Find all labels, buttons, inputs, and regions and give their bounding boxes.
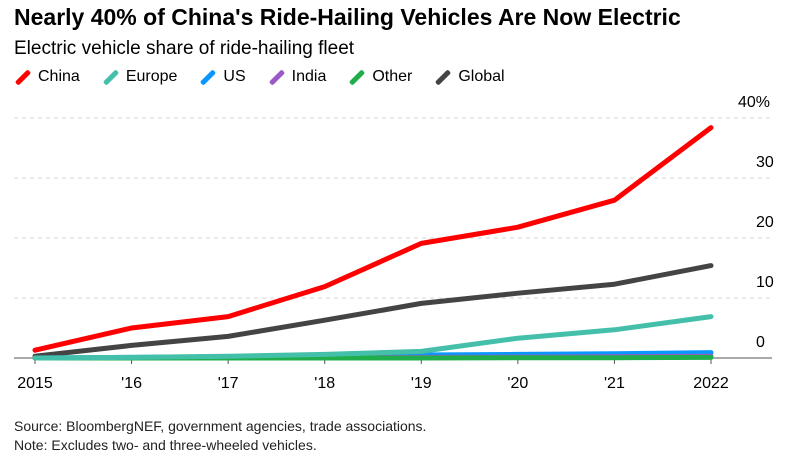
x-tick-label: '19	[411, 375, 432, 392]
legend-item-china: China	[14, 68, 80, 86]
legend-label: Global	[458, 68, 505, 85]
legend-label: China	[38, 68, 80, 85]
legend-item-other: Other	[348, 68, 412, 86]
y-tick-label: 40%	[738, 94, 770, 111]
x-tick-label: 2015	[17, 375, 53, 392]
legend-label: India	[291, 68, 327, 85]
series-line-china	[32, 125, 714, 353]
y-tick-label: 0	[756, 334, 765, 351]
legend-item-europe: Europe	[102, 68, 178, 86]
legend-item-us: US	[199, 68, 246, 86]
y-tick-label: 30	[756, 154, 774, 171]
footnote: Note: Excludes two- and three-wheeled ve…	[14, 437, 317, 453]
series-line-europe	[32, 314, 714, 361]
legend: China Europe US India Other Global	[14, 68, 505, 86]
series-line-global	[32, 263, 714, 359]
source-note: Source: BloombergNEF, government agencie…	[14, 418, 427, 434]
x-tick-label: '17	[218, 375, 239, 392]
legend-label: Europe	[125, 68, 178, 85]
legend-label: US	[223, 68, 246, 85]
x-tick-label: '18	[314, 375, 335, 392]
legend-item-india: India	[268, 68, 327, 86]
legend-label: Other	[372, 68, 413, 85]
y-tick-label: 20	[756, 214, 774, 231]
x-tick-label: '20	[507, 375, 528, 392]
chart-title: Nearly 40% of China's Ride-Hailing Vehic…	[14, 4, 681, 30]
chart-subtitle: Electric vehicle share of ride-hailing f…	[14, 38, 355, 59]
x-tick-label: 2022	[693, 375, 729, 392]
y-tick-label: 10	[756, 274, 774, 291]
x-tick-label: '16	[121, 375, 142, 392]
legend-item-global: Global	[434, 68, 505, 86]
x-tick-label: '21	[604, 375, 625, 392]
